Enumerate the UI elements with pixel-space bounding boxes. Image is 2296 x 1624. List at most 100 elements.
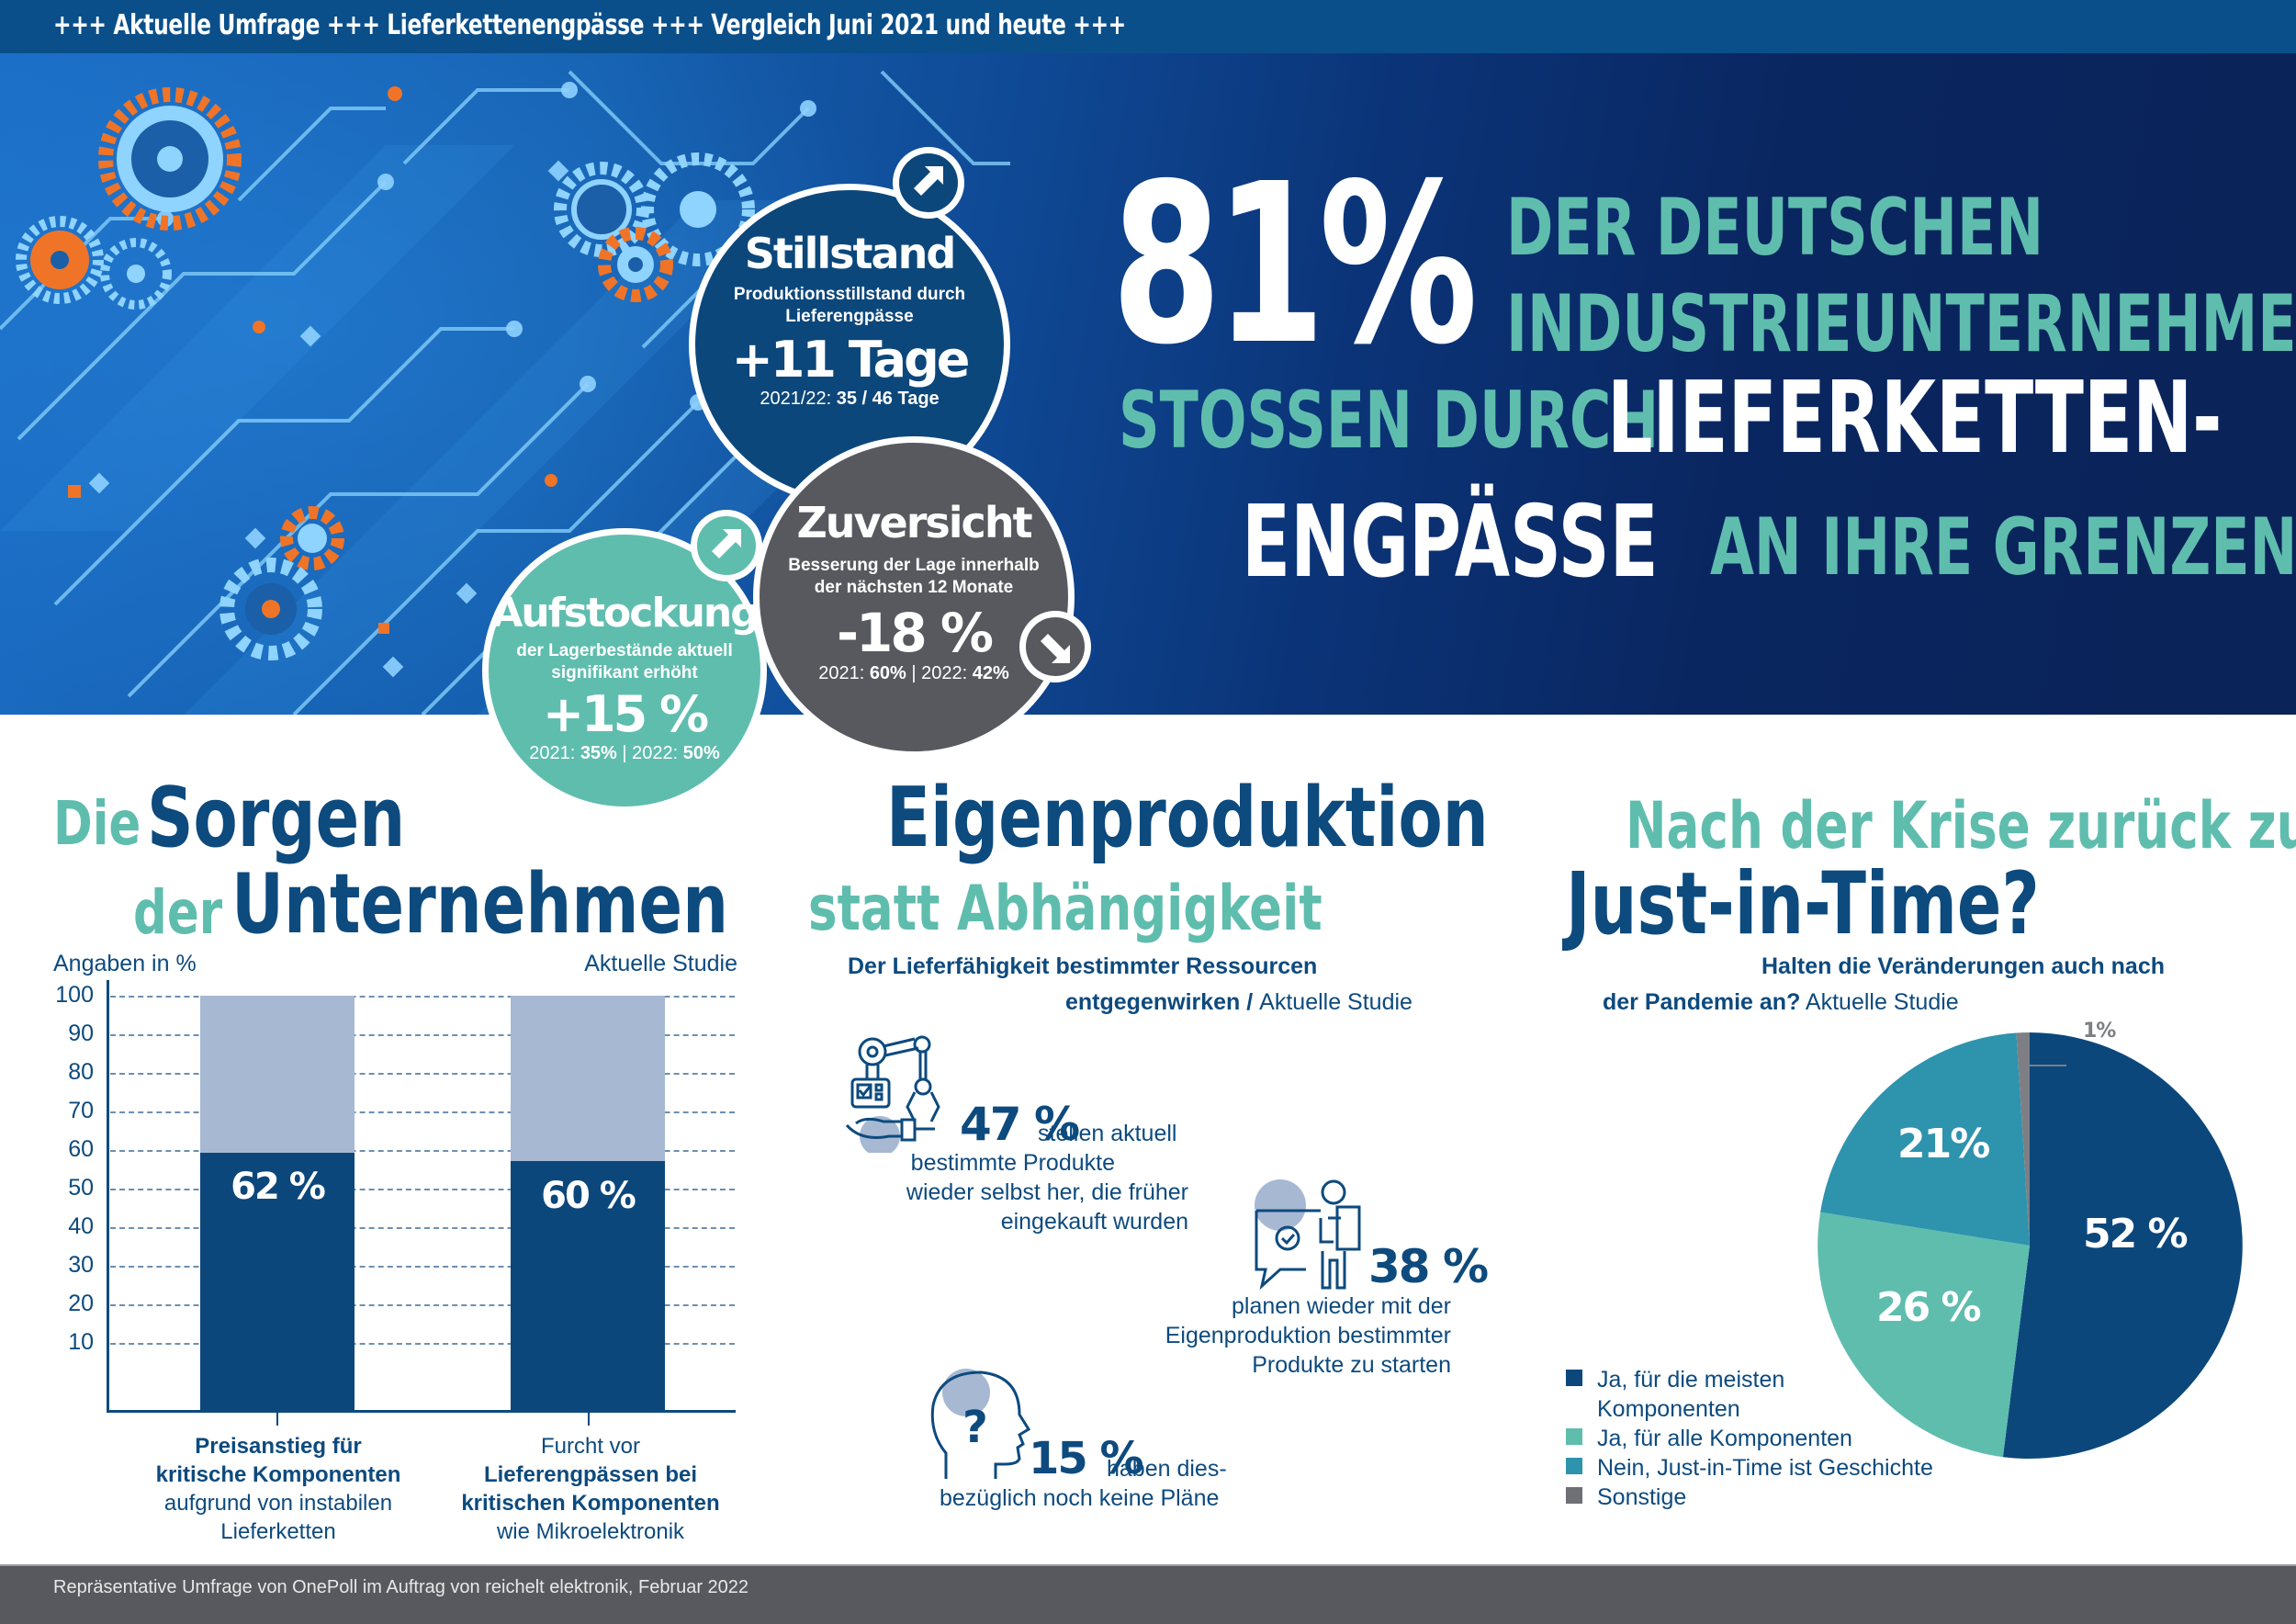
presenter-checklist-icon: [1255, 1179, 1361, 1291]
pie-slice-ja-alle: [1818, 1212, 2030, 1458]
stat-47-text-4: eingekauft wurden: [1000, 1209, 1188, 1235]
grid-line: [110, 1227, 735, 1229]
zuversicht-title: Zuversicht: [796, 498, 1032, 547]
legend-swatch: [1566, 1487, 1582, 1504]
stat-47-text-rest: bestimmte Produkte wieder selbst her, di…: [849, 1148, 1188, 1236]
stat-38-text: planen wieder mit der Eigenproduktion be…: [1084, 1291, 1451, 1380]
question-bold: der Pandemie an?: [1603, 989, 1801, 1015]
jit-question-2: der Pandemie an? Aktuelle Studie: [1603, 989, 1959, 1016]
foot-value-1: 60%: [869, 663, 906, 683]
foot-sep: |: [616, 743, 633, 763]
sorgen-title-sorgen: Sorgen: [147, 770, 406, 866]
x-category-1: Preisanstieg für kritische Komponenten a…: [136, 1432, 421, 1546]
grid-line: [110, 996, 735, 998]
y-tick: 100: [55, 982, 94, 1008]
grid-line: [110, 1111, 735, 1113]
foot-sep: |: [906, 663, 922, 683]
y-tick: 30: [68, 1252, 94, 1278]
headline-big-number: 81%: [1111, 136, 1478, 393]
stillstand-trend-badge: [893, 147, 964, 219]
cat-reg-1: wie Mikroelektronik: [496, 1519, 685, 1544]
stat-15-text-1: haben dies-: [1107, 1456, 1227, 1482]
arrow-up-right-icon: [914, 166, 943, 196]
y-tick: 60: [68, 1136, 94, 1162]
stat-38-text-1: planen wieder mit der: [1231, 1293, 1451, 1319]
y-tick: 20: [68, 1291, 94, 1316]
x-category-2: Furcht vor Lieferengpässen bei kritische…: [444, 1432, 737, 1546]
zuversicht-subtitle-1: Besserung der Lage innerhalb: [788, 556, 1040, 575]
eigen-title-1: Eigenproduktion: [886, 770, 1489, 866]
legend-swatch: [1566, 1370, 1582, 1386]
aufstockung-value: +15 %: [542, 685, 709, 743]
banner-text: +++ Aktuelle Umfrage +++ Lieferketteneng…: [53, 9, 1126, 41]
pie-slice-nein: [1820, 1032, 2030, 1246]
stillstand-value: +11 Tage: [731, 331, 971, 389]
legend-swatch: [1566, 1458, 1582, 1474]
grid-line: [110, 1034, 735, 1036]
arrow-up-right-icon: [712, 529, 741, 558]
stat-38-text-3: Produkte zu starten: [1252, 1352, 1451, 1378]
stat-47-text-3: wieder selbst her, die früher: [906, 1179, 1188, 1205]
grid-line: [110, 1150, 735, 1152]
legend-swatch: [1566, 1428, 1582, 1445]
sorgen-title-der: der: [133, 877, 223, 948]
cat-reg-0: Furcht vor: [540, 1434, 641, 1459]
cat-reg-1: aufgrund von instabilen: [163, 1491, 393, 1516]
sorgen-title-die: Die: [53, 788, 141, 859]
stillstand-subtitle-2: Lieferengpässe: [785, 307, 914, 326]
stillstand-subtitle-1: Produktionsstillstand durch: [733, 285, 966, 304]
jit-title-2: Just-in-Time?: [1566, 854, 2040, 954]
bar-preisanstieg: 62 %: [200, 996, 355, 1410]
grid-line: [110, 1343, 735, 1345]
headline-line-4-white: ENGPÄSSE: [1242, 485, 1659, 600]
pie-label-sonstige: 1%: [2083, 1020, 2116, 1043]
legend-label-cont: Komponenten: [1597, 1396, 1740, 1422]
hero-section: 81% DER DEUTSCHEN INDUSTRIEUNTERNEHMEN S…: [0, 53, 2296, 715]
bar-lieferengpaesse: 60 %: [511, 996, 665, 1410]
bar-value-label: 60 %: [541, 1175, 636, 1217]
cat-bold-2: kritische Komponenten: [155, 1462, 401, 1487]
question-mark-glyph: ?: [962, 1402, 988, 1453]
jit-question-1: Halten die Veränderungen auch nach: [1761, 953, 2166, 979]
legend-label: Ja, für alle Komponenten: [1597, 1426, 1852, 1451]
question-source: Aktuelle Studie: [1800, 989, 1959, 1015]
intro-bold: entgegenwirken /: [1065, 989, 1260, 1015]
eigen-title-2: statt Abhängigkeit: [808, 873, 1322, 945]
foot-value-2: 50%: [682, 743, 720, 763]
top-banner: +++ Aktuelle Umfrage +++ Lieferketteneng…: [0, 0, 2296, 53]
stat-47-text-2: bestimmte Produkte: [910, 1150, 1115, 1176]
y-tick: 80: [68, 1059, 94, 1085]
foot-year-2: 2022:: [921, 663, 973, 683]
stat-15-value: 15 %: [1029, 1433, 1144, 1484]
stat-47-value: 47 %: [960, 1098, 1080, 1151]
y-tick: 90: [68, 1021, 94, 1046]
jit-pie-chart: [1818, 1032, 2243, 1459]
y-tick: 10: [68, 1329, 94, 1355]
arrow-down-right-icon: [1041, 634, 1070, 663]
y-tick: 50: [68, 1175, 94, 1201]
legend-item-sonstige: Sonstige: [1566, 1483, 1686, 1512]
footer-text: Repräsentative Umfrage von OnePoll im Au…: [53, 1577, 749, 1597]
zuversicht-trend-badge: [1019, 611, 1091, 682]
foot-year-2: 2022:: [632, 743, 683, 763]
pie-label-ja-alle: 26 %: [1876, 1284, 1982, 1331]
y-tick: 70: [68, 1098, 94, 1123]
headline-line-4-teal: AN IHRE GRENZEN: [1710, 502, 2296, 593]
x-axis: [107, 1410, 736, 1413]
headline-line-1: DER DEUTSCHEN: [1506, 182, 2044, 274]
stillstand-title: Stillstand: [744, 229, 957, 278]
foot-year-1: 2021:: [818, 663, 870, 683]
legend-label: Sonstige: [1597, 1484, 1687, 1510]
foot-year-1: 2021:: [529, 743, 580, 763]
legend-item-ja-meisten: Ja, für die meisten Komponenten: [1566, 1365, 1784, 1424]
y-tick: 40: [68, 1213, 94, 1239]
grid-line: [110, 1189, 735, 1190]
gear-icon: [98, 87, 242, 231]
cat-reg-2: Lieferketten: [220, 1519, 336, 1544]
pie-label-ja-meisten: 52 %: [2083, 1211, 2189, 1257]
grid-line: [110, 1304, 735, 1306]
pie-slice-ja-meisten: [2002, 1032, 2243, 1459]
aufstockung-footnote: 2021: 35% | 2022: 50%: [489, 743, 760, 764]
legend-label: Ja, für die meisten: [1597, 1367, 1785, 1393]
zuversicht-value: -18 %: [836, 602, 994, 664]
